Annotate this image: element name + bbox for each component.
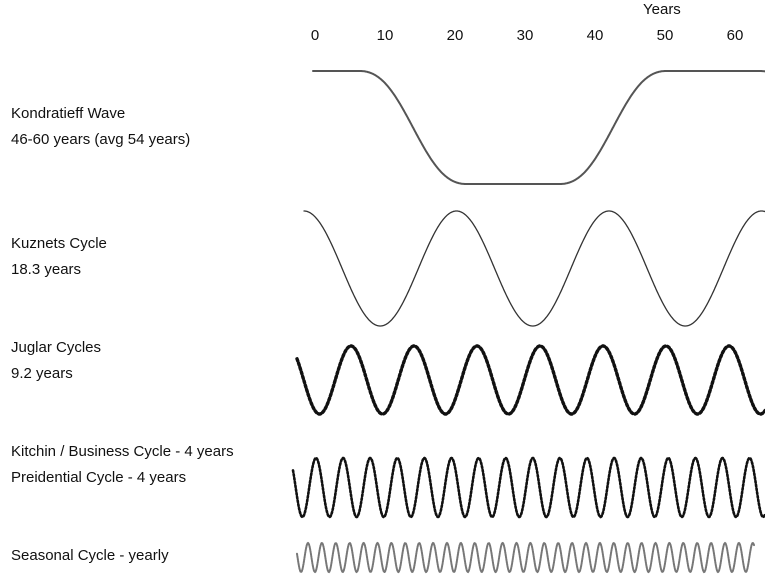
x-axis-title: Years	[643, 1, 681, 18]
kuznets-name: Kuznets Cycle	[11, 235, 107, 252]
x-tick-10: 10	[376, 27, 394, 44]
juglar-period: 9.2 years	[11, 365, 73, 382]
seasonal-label: Seasonal Cycle - yearly	[11, 543, 169, 569]
x-tick-20: 20	[446, 27, 464, 44]
x-tick-0: 0	[310, 27, 320, 44]
seasonal-wave	[296, 541, 755, 574]
juglar-label: Juglar Cycles 9.2 years	[11, 335, 101, 387]
juglar-name: Juglar Cycles	[11, 339, 102, 356]
x-tick-30: 30	[516, 27, 534, 44]
kondratieff-label: Kondratieff Wave 46-60 years (avg 54 yea…	[11, 101, 190, 153]
juglar-wave	[295, 344, 765, 416]
x-tick-40: 40	[586, 27, 604, 44]
kitchin-wave	[291, 456, 765, 519]
presidential-name: Preidential Cycle - 4 years	[11, 469, 187, 486]
x-tick-60: 60	[726, 27, 744, 44]
kitchin-label: Kitchin / Business Cycle - 4 years Preid…	[11, 439, 234, 491]
kondratieff-wave	[312, 70, 765, 185]
kuznets-wave	[303, 210, 765, 327]
kondratieff-name: Kondratieff Wave	[11, 105, 126, 122]
seasonal-name: Seasonal Cycle - yearly	[11, 547, 169, 564]
kuznets-label: Kuznets Cycle 18.3 years	[11, 231, 107, 283]
kuznets-period: 18.3 years	[11, 261, 82, 278]
kitchin-name: Kitchin / Business Cycle - 4 years	[11, 443, 234, 460]
x-tick-50: 50	[656, 27, 674, 44]
kondratieff-period: 46-60 years (avg 54 years)	[11, 131, 191, 148]
